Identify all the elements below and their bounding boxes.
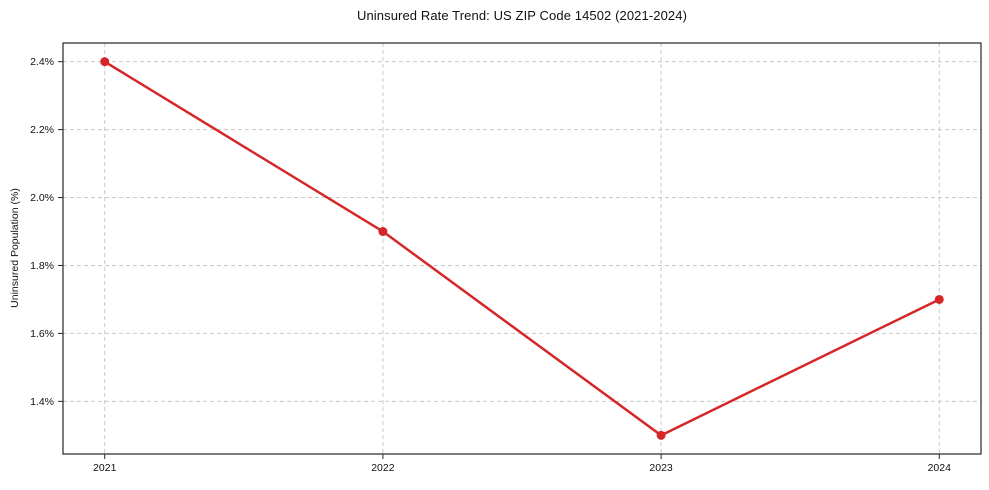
y-tick-label: 2.4% bbox=[30, 56, 54, 68]
y-tick-label: 2.0% bbox=[30, 192, 54, 204]
data-point-2024 bbox=[934, 294, 944, 304]
x-tick-label: 2024 bbox=[928, 462, 952, 474]
plot-border bbox=[62, 42, 982, 455]
y-tick-label: 2.2% bbox=[30, 124, 54, 136]
data-point-2021 bbox=[100, 57, 110, 67]
y-tick-label: 1.4% bbox=[30, 396, 54, 408]
y-tick-label: 1.6% bbox=[30, 328, 54, 340]
x-tick-label: 2022 bbox=[371, 462, 395, 474]
trend-line bbox=[103, 60, 941, 437]
y-tick-label: 1.8% bbox=[30, 260, 54, 272]
chart-title: Uninsured Rate Trend: US ZIP Code 14502 … bbox=[356, 8, 688, 23]
data-point-2022 bbox=[378, 227, 388, 237]
data-point-2023 bbox=[656, 430, 666, 440]
x-tick-label: 2023 bbox=[649, 462, 673, 474]
x-tick-label: 2021 bbox=[93, 462, 117, 474]
y-axis-title: Uninsured Population (%) bbox=[9, 188, 21, 308]
